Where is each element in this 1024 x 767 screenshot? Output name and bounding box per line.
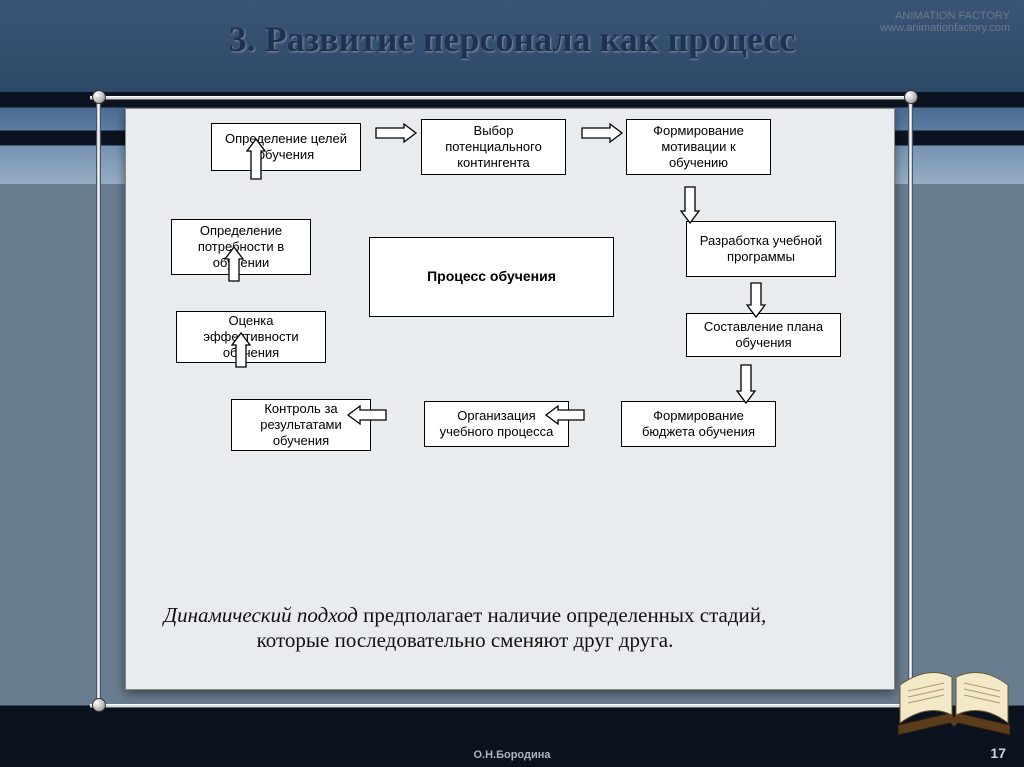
- arrow-a10: [256, 179, 257, 180]
- page-number: 17: [990, 745, 1006, 761]
- arrow-a2: [582, 133, 583, 134]
- knob-tr: [904, 90, 918, 104]
- arrow-a3: [690, 187, 691, 188]
- top-rail: [90, 96, 910, 100]
- arrow-a1: [376, 133, 377, 134]
- node-n3: Формирование мотивации к обучению: [626, 119, 771, 175]
- node-n10: Определение потребности в обучении: [171, 219, 311, 275]
- knob-bl: [92, 698, 106, 712]
- arrow-a7: [386, 415, 387, 416]
- knob-tl: [92, 90, 106, 104]
- arrow-a6: [584, 415, 585, 416]
- node-n5: Составление плана обучения: [686, 313, 841, 357]
- watermark-line1: ANIMATION FACTORY: [880, 10, 1010, 22]
- node-n7: Организация учебного процесса: [424, 401, 569, 447]
- node-n6: Формирование бюджета обучения: [621, 401, 776, 447]
- arrow-a9: [234, 281, 235, 282]
- node-nc: Процесс обучения: [369, 237, 614, 317]
- watermark: ANIMATION FACTORY www.animationfactory.c…: [880, 10, 1010, 34]
- node-n1: Определение целей обучения: [211, 123, 361, 171]
- book-icon: [894, 665, 1014, 743]
- caption: Динамический подход предполагает наличие…: [156, 603, 774, 653]
- caption-emphasis: Динамический подход: [164, 603, 358, 627]
- arrow-a8: [241, 367, 242, 368]
- node-n8: Контроль за результатами обучения: [231, 399, 371, 451]
- arrow-a5: [746, 365, 747, 366]
- left-bar: [96, 96, 101, 708]
- bottom-rail: [90, 704, 910, 708]
- node-n2: Выбор потенциального контингента: [421, 119, 566, 175]
- content-panel: Определение целей обучения Выбор потенциа…: [125, 108, 895, 690]
- slide-title: 3. Развитие персонала как процесс: [0, 18, 1024, 60]
- node-n9: Оценка эффективности обучения: [176, 311, 326, 363]
- node-n4: Разработка учебной программы: [686, 221, 836, 277]
- right-bar: [908, 96, 913, 708]
- author-footer: О.Н.Бородина: [0, 749, 1024, 761]
- arrow-a4: [756, 283, 757, 284]
- watermark-line2: www.animationfactory.com: [880, 22, 1010, 34]
